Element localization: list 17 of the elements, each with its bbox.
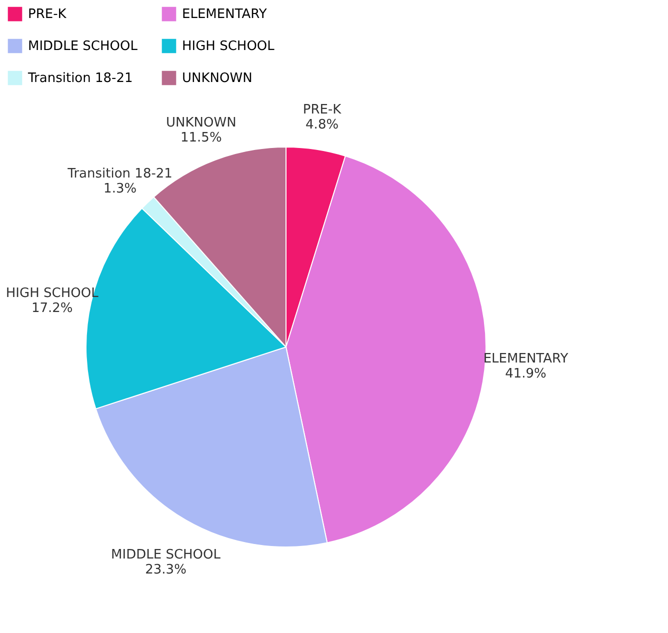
legend-label: Transition 18-21 <box>27 71 133 86</box>
legend-label: ELEMENTARY <box>182 7 267 22</box>
data-label: 41.9% <box>505 366 546 382</box>
legend-label: UNKNOWN <box>182 71 252 86</box>
slice-label: PRE-K <box>302 102 342 118</box>
data-label: 4.8% <box>306 118 339 133</box>
data-label: 23.3% <box>145 562 186 578</box>
data-label: 17.2% <box>31 301 73 316</box>
slice-label: UNKNOWN <box>166 115 236 130</box>
data-label: 1.3% <box>104 182 137 197</box>
slice-label: Transition 18-21 <box>66 166 172 182</box>
slice-label: ELEMENTARY <box>483 351 568 366</box>
data-label: 11.5% <box>180 130 222 146</box>
legend-label: MIDDLE SCHOOL <box>28 39 138 54</box>
legend-label: HIGH SCHOOL <box>182 39 276 54</box>
slice-label: MIDDLE SCHOOL <box>111 548 222 563</box>
legend-label: PRE-K <box>28 7 67 22</box>
